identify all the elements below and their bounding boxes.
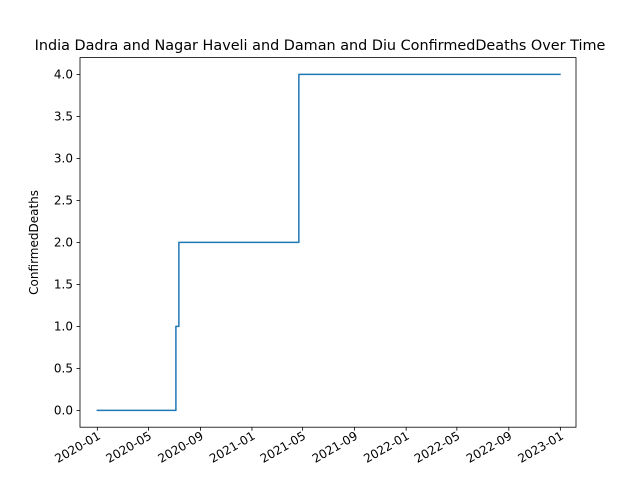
x-axis: 2020-01 2020-05 2020-09 2021-01 2021-05 2021-… <box>52 427 566 466</box>
y-tick-label: 1.5 <box>54 278 73 292</box>
y-tick-label: 0.0 <box>54 404 73 418</box>
y-tick-label: 3.5 <box>54 110 73 124</box>
y-tick-label: 0.5 <box>54 362 73 376</box>
x-tick-label: 2021-09 <box>310 429 360 466</box>
x-tick-label: 2022-09 <box>464 429 514 466</box>
x-tick-label: 2020-09 <box>155 429 205 466</box>
y-tick-label: 1.0 <box>54 320 73 334</box>
series-line <box>96 73 561 412</box>
plot-frame <box>79 57 577 428</box>
x-tick-label: 2022-05 <box>412 429 462 466</box>
x-tick-label: 2020-01 <box>52 429 102 466</box>
y-tick-label: 3.0 <box>54 152 73 166</box>
x-tick-label: 2022-01 <box>361 429 411 466</box>
y-tick-label: 4.0 <box>54 68 73 82</box>
x-tick-label: 2020-05 <box>104 429 154 466</box>
y-tick-label: 2.5 <box>54 194 73 208</box>
x-tick-label: 2021-05 <box>258 429 308 466</box>
y-axis: 0.0 0.5 1.0 1.5 2.0 2.5 3.0 3.5 4.0 <box>54 68 80 418</box>
x-tick-label: 2021-01 <box>207 429 257 466</box>
chart-title: India Dadra and Nagar Haveli and Daman a… <box>35 38 606 54</box>
plot-layer <box>96 73 561 412</box>
x-tick-label: 2023-01 <box>515 429 565 466</box>
y-axis-label: ConfirmedDeaths <box>27 190 41 295</box>
y-tick-label: 2.0 <box>54 236 73 250</box>
